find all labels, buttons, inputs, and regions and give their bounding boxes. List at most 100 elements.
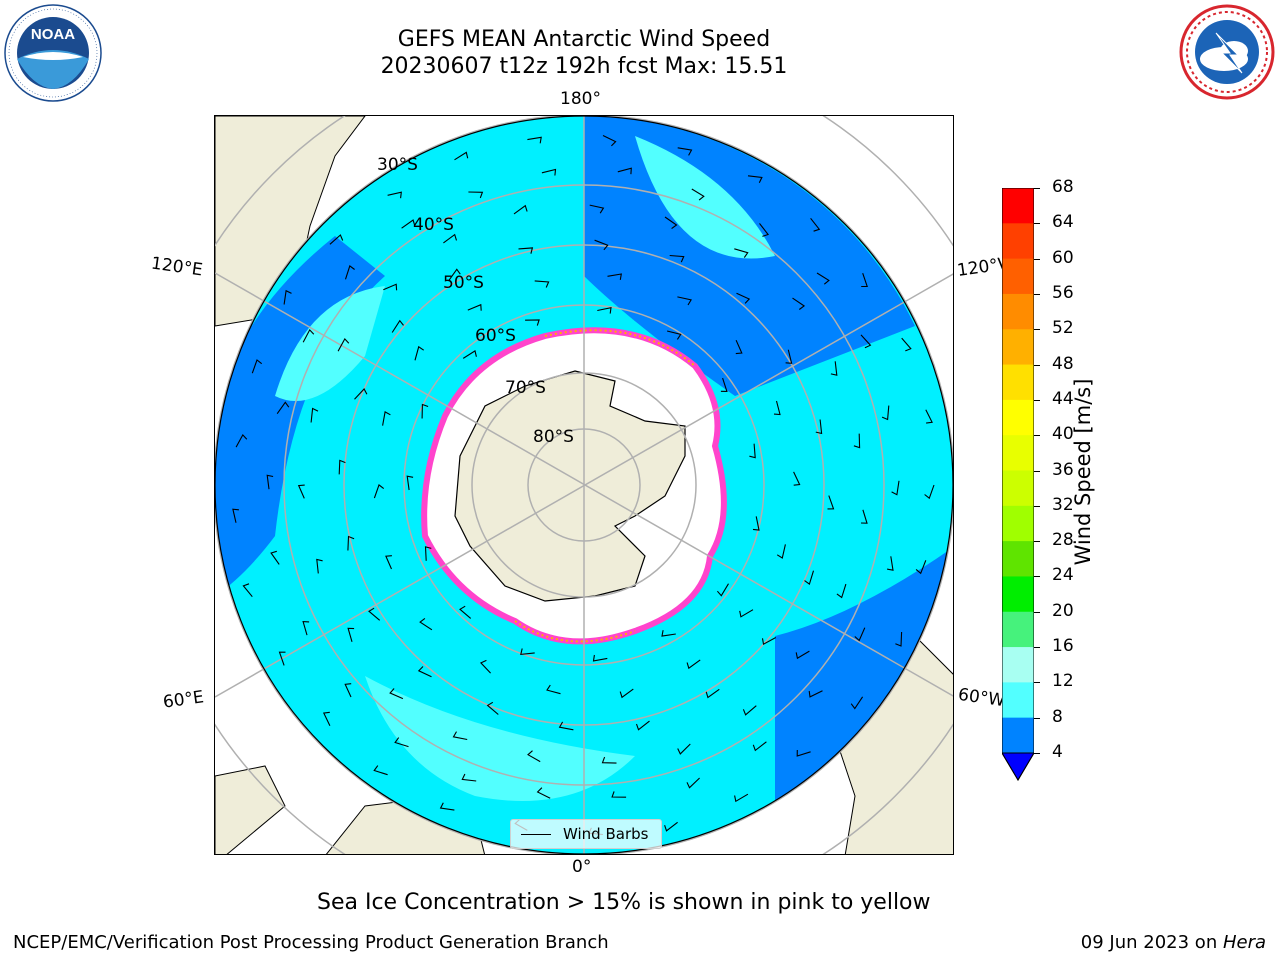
colorbar-tick xyxy=(1034,647,1040,649)
lat-label-70s: 70°S xyxy=(505,378,546,398)
wind-12-16-c xyxy=(275,286,385,401)
wind-barb xyxy=(368,607,381,621)
lon-label-180: 180° xyxy=(560,89,601,109)
wind-barb xyxy=(850,696,864,710)
wind-barb xyxy=(278,651,286,666)
colorbar-tick-label: 8 xyxy=(1052,706,1063,727)
wind-barb xyxy=(830,361,838,376)
wind-barb xyxy=(541,168,557,176)
colorbar-tick-label: 60 xyxy=(1052,247,1074,268)
colorbar-tick xyxy=(1034,753,1040,754)
wind-barb xyxy=(270,550,280,565)
wind-barb xyxy=(677,296,692,306)
wind-barb xyxy=(479,659,491,674)
colorbar-tick-label: 24 xyxy=(1052,565,1074,586)
wind-barb xyxy=(232,508,239,523)
wind-barb xyxy=(720,377,728,392)
wind-barb xyxy=(266,474,274,490)
wind-barb xyxy=(385,555,393,570)
wind-barb xyxy=(518,247,534,254)
wind-barb xyxy=(439,802,455,811)
colorbar-segment xyxy=(1002,258,1034,295)
wind-barb xyxy=(677,743,691,755)
wind-barb xyxy=(389,688,404,700)
wind-barb xyxy=(860,334,872,349)
wind-barb xyxy=(686,659,701,670)
wind-barb xyxy=(592,654,608,662)
wind-barb xyxy=(749,443,756,459)
wind-barb xyxy=(316,558,323,574)
footer-date: 09 Jun 2023 on xyxy=(1080,932,1223,953)
wind-barb xyxy=(635,720,650,731)
wind-barb xyxy=(816,272,830,285)
colorbar-tick xyxy=(1034,399,1040,401)
colorbar-segment xyxy=(1002,329,1034,366)
colorbar-tick-label: 20 xyxy=(1052,600,1074,621)
wind-barb xyxy=(785,349,793,364)
wind-barb xyxy=(854,627,866,642)
wind-barb xyxy=(338,459,346,475)
wind-barb xyxy=(810,217,821,232)
colorbar-tick xyxy=(1034,188,1040,189)
legend-label: Wind Barbs xyxy=(563,825,649,843)
colorbar-tick xyxy=(1034,717,1040,719)
wind-barb xyxy=(401,219,416,229)
wind-barb xyxy=(793,471,801,486)
wind-barb xyxy=(527,136,542,144)
wind-barb xyxy=(421,403,429,419)
wind-barb xyxy=(736,292,751,304)
wind-barb xyxy=(347,627,355,642)
colorbar-tick xyxy=(1034,611,1040,613)
wind-barb xyxy=(895,631,903,647)
wind-barb xyxy=(251,359,263,374)
wind-barb xyxy=(861,273,868,288)
wind-barb xyxy=(691,188,705,201)
colorbar-segment xyxy=(1002,717,1034,753)
wind-barb xyxy=(589,204,605,214)
wind-4-8-indian xyxy=(215,236,385,596)
wind-barb xyxy=(391,319,404,333)
wind-barb xyxy=(347,535,355,551)
wind-barb xyxy=(669,254,685,263)
noaa-logo-text: NOAA xyxy=(31,26,75,43)
wind-barb xyxy=(742,705,757,716)
wind-barb xyxy=(836,583,847,599)
wind-barb xyxy=(424,546,432,561)
wind-barb xyxy=(761,637,777,646)
colorbar-tick xyxy=(1034,505,1040,507)
wind-barb xyxy=(752,516,760,531)
colorbar-svg xyxy=(1001,187,1035,781)
colorbar-segment xyxy=(1002,682,1034,719)
wind-barb xyxy=(815,419,823,435)
colorbar-tick xyxy=(1034,435,1040,437)
wind-barb xyxy=(382,411,391,426)
wind-barb xyxy=(461,773,477,782)
colorbar-tick-label: 32 xyxy=(1052,494,1074,515)
wind-barb xyxy=(373,765,388,776)
colorbar-tick xyxy=(1034,682,1040,684)
caption: Sea Ice Concentration > 15% is shown in … xyxy=(317,890,931,915)
wind-barb xyxy=(467,303,482,311)
wind-barb xyxy=(853,433,861,449)
colorbar-tick xyxy=(1034,364,1040,366)
colorbar-tick xyxy=(1034,223,1040,225)
antarctica-land xyxy=(454,370,686,602)
map-legend: Wind Barbs xyxy=(510,819,662,849)
wind-barb xyxy=(773,400,781,416)
wind-barb xyxy=(611,791,627,798)
wind-barb xyxy=(329,234,344,245)
colorbar-segment xyxy=(1002,188,1034,224)
wind-barb xyxy=(747,175,763,184)
wind-barb xyxy=(462,350,477,359)
wind-barb xyxy=(419,617,433,631)
wind-barb xyxy=(734,793,749,803)
wind-barb xyxy=(283,289,292,305)
wind-barb xyxy=(302,621,310,636)
colorbar-segment xyxy=(1002,611,1034,648)
colorbar-segment xyxy=(1002,223,1034,260)
wind-barb xyxy=(792,297,806,310)
wind-barb xyxy=(387,191,402,199)
footer-host: Hera xyxy=(1222,932,1266,953)
wind-barb xyxy=(310,407,319,423)
lon-label-60w: 60°W xyxy=(956,684,1007,712)
